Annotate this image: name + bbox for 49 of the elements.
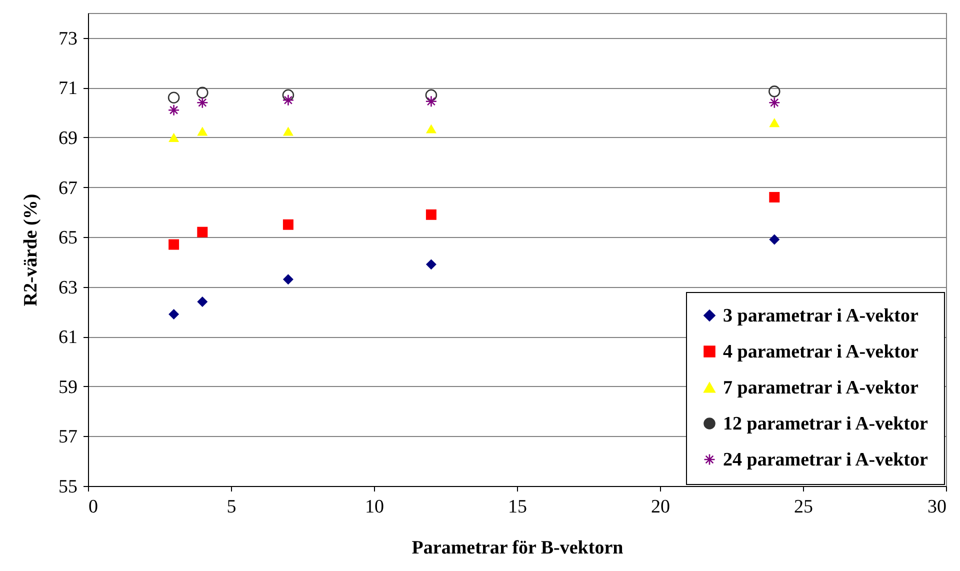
y-tick-label: 55: [58, 476, 78, 498]
point: [168, 239, 180, 250]
point: [426, 124, 436, 134]
legend-label: 12 parametrar i A-vektor: [723, 414, 928, 434]
y-tick-label: 73: [58, 28, 78, 50]
point: [197, 126, 208, 136]
x-tick-label: 30: [928, 496, 946, 518]
point: [769, 192, 780, 202]
point: [425, 89, 438, 102]
x-tick-label: 10: [365, 496, 384, 518]
x-tick-label: 20: [651, 496, 670, 518]
x-tick-label: 0: [88, 496, 98, 518]
y-tick-label: 63: [58, 277, 78, 298]
y-axis-title: R2-värde (%): [20, 194, 42, 306]
point: [768, 96, 780, 109]
point: [282, 219, 294, 230]
legend-label: 24 parametrar i A-vektor: [723, 450, 928, 470]
point: [282, 274, 294, 285]
point: [168, 308, 180, 320]
x-tick-label: 15: [508, 496, 527, 518]
point: [769, 234, 780, 245]
point: [282, 126, 294, 136]
point: [768, 86, 780, 98]
point: [426, 259, 436, 270]
y-tick-label: 61: [58, 327, 78, 348]
point: [426, 209, 436, 220]
point: [196, 96, 208, 109]
point: [425, 95, 438, 108]
x-axis-title: Parametrar för B-vektorn: [412, 538, 624, 558]
point: [196, 86, 208, 99]
x-tick-label: 25: [794, 496, 813, 518]
legend-label: 3 parametrar i A-vektor: [723, 306, 919, 326]
x-tick-label: 5: [226, 496, 236, 518]
point: [282, 94, 294, 106]
y-tick-label: 59: [58, 376, 78, 398]
point: [197, 296, 208, 308]
point: [282, 89, 294, 102]
legend-label: 7 parametrar i A-vektor: [723, 378, 919, 398]
y-tick-label: 71: [58, 78, 78, 100]
point: [168, 92, 180, 104]
point: [168, 132, 180, 142]
y-tick-label: 67: [58, 178, 78, 199]
y-tick-label: 65: [58, 228, 78, 249]
legend-label: 4 parametrar i A-vektor: [723, 342, 919, 362]
point: [197, 226, 208, 238]
point: [168, 104, 180, 116]
point: [769, 118, 780, 128]
y-tick-label: 69: [58, 128, 78, 149]
y-tick-label: 57: [58, 426, 78, 448]
